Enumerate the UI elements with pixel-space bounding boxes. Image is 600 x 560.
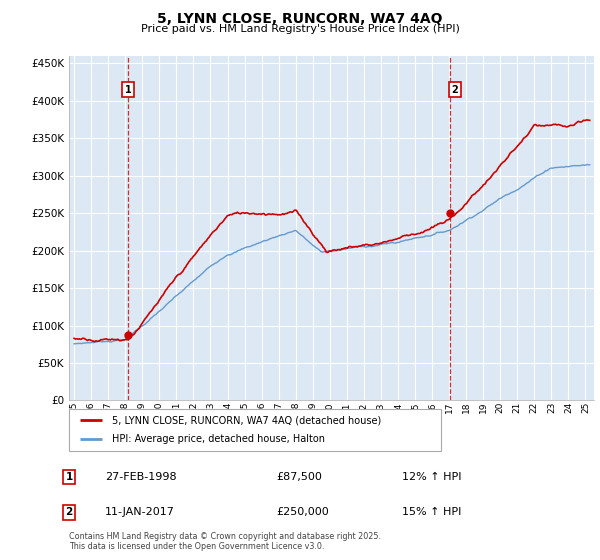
Text: £87,500: £87,500 bbox=[276, 472, 322, 482]
Text: 5, LYNN CLOSE, RUNCORN, WA7 4AQ (detached house): 5, LYNN CLOSE, RUNCORN, WA7 4AQ (detache… bbox=[112, 415, 381, 425]
FancyBboxPatch shape bbox=[69, 409, 441, 451]
Text: This data is licensed under the Open Government Licence v3.0.: This data is licensed under the Open Gov… bbox=[69, 542, 325, 551]
Text: 11-JAN-2017: 11-JAN-2017 bbox=[105, 507, 175, 517]
Text: 2: 2 bbox=[65, 507, 73, 517]
Text: 27-FEB-1998: 27-FEB-1998 bbox=[105, 472, 176, 482]
Text: 1: 1 bbox=[125, 85, 131, 95]
Text: 12% ↑ HPI: 12% ↑ HPI bbox=[402, 472, 461, 482]
Text: 15% ↑ HPI: 15% ↑ HPI bbox=[402, 507, 461, 517]
Text: £250,000: £250,000 bbox=[276, 507, 329, 517]
Text: Contains HM Land Registry data © Crown copyright and database right 2025.: Contains HM Land Registry data © Crown c… bbox=[69, 532, 381, 541]
Text: Price paid vs. HM Land Registry's House Price Index (HPI): Price paid vs. HM Land Registry's House … bbox=[140, 24, 460, 34]
Text: HPI: Average price, detached house, Halton: HPI: Average price, detached house, Halt… bbox=[112, 435, 325, 445]
Text: 5, LYNN CLOSE, RUNCORN, WA7 4AQ: 5, LYNN CLOSE, RUNCORN, WA7 4AQ bbox=[157, 12, 443, 26]
Text: 2: 2 bbox=[451, 85, 458, 95]
Text: 1: 1 bbox=[65, 472, 73, 482]
